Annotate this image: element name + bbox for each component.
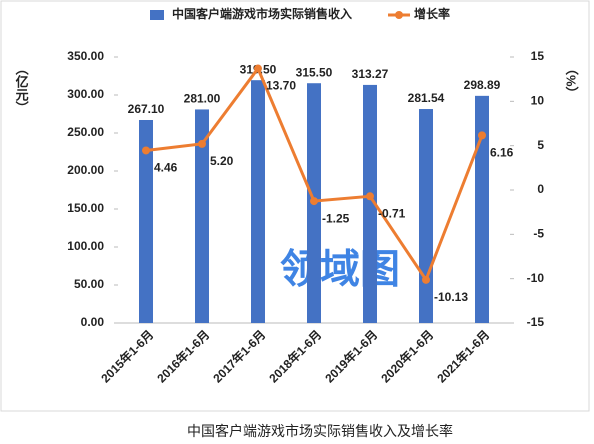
y2-tick-label: -5 <box>533 227 544 241</box>
caption: 中国客户端游戏市场实际销售收入及增长率 <box>187 423 453 440</box>
y2-tick-label: -15 <box>527 315 545 329</box>
legend-swatch <box>150 10 164 20</box>
line-value-label: -0.71 <box>378 206 406 220</box>
y2-tick-label: 15 <box>531 49 545 63</box>
y-tick-label: 200.00 <box>67 163 104 177</box>
line-point <box>142 146 150 155</box>
chart-border <box>0 0 590 412</box>
line-point <box>366 192 374 201</box>
line-value-label: -10.13 <box>434 290 468 304</box>
bar <box>363 84 377 324</box>
line-point <box>422 275 430 284</box>
line-value-label: 13.70 <box>266 79 296 93</box>
line-value-label: 4.46 <box>154 161 178 175</box>
y-axis-label: （亿元） <box>14 62 30 114</box>
legend-swatch-dot <box>395 11 404 19</box>
y-tick-label: 100.00 <box>67 239 104 253</box>
line-value-label: 5.20 <box>210 154 234 168</box>
bar-value-label: 267.10 <box>128 102 165 116</box>
bar <box>419 109 433 323</box>
y2-tick-label: -10 <box>527 271 545 285</box>
watermark: 领域图 <box>280 248 400 292</box>
bar-value-label: 281.54 <box>408 91 445 105</box>
y2-axis-label: （%） <box>564 62 580 100</box>
bar <box>139 120 153 323</box>
bar-value-label: 281.00 <box>184 92 221 106</box>
y-tick-label: 0.00 <box>81 315 105 329</box>
line-point <box>310 197 318 206</box>
legend-label: 中国客户端游戏市场实际销售收入 <box>172 6 352 21</box>
bar <box>195 109 209 323</box>
line-value-label: -1.25 <box>322 211 350 225</box>
legend-label: 增长率 <box>414 6 450 21</box>
y-tick-label: 350.00 <box>67 49 104 63</box>
y-tick-label: 50.00 <box>74 277 104 291</box>
y-tick-label: 300.00 <box>67 87 104 101</box>
bar <box>475 95 489 323</box>
line-point <box>198 139 206 148</box>
line-point <box>254 64 262 73</box>
bar-value-label: 298.89 <box>464 78 501 92</box>
y2-tick-label: 10 <box>531 94 545 108</box>
y-tick-label: 250.00 <box>67 125 104 139</box>
line-point <box>478 131 486 140</box>
y2-tick-label: 5 <box>537 138 544 152</box>
bar-value-label: 313.27 <box>352 67 389 81</box>
line-value-label: 6.16 <box>490 146 514 160</box>
y-tick-label: 150.00 <box>67 201 104 215</box>
bar <box>251 80 265 324</box>
bar-value-label: 315.50 <box>296 65 333 79</box>
y2-tick-label: 0 <box>537 182 544 196</box>
